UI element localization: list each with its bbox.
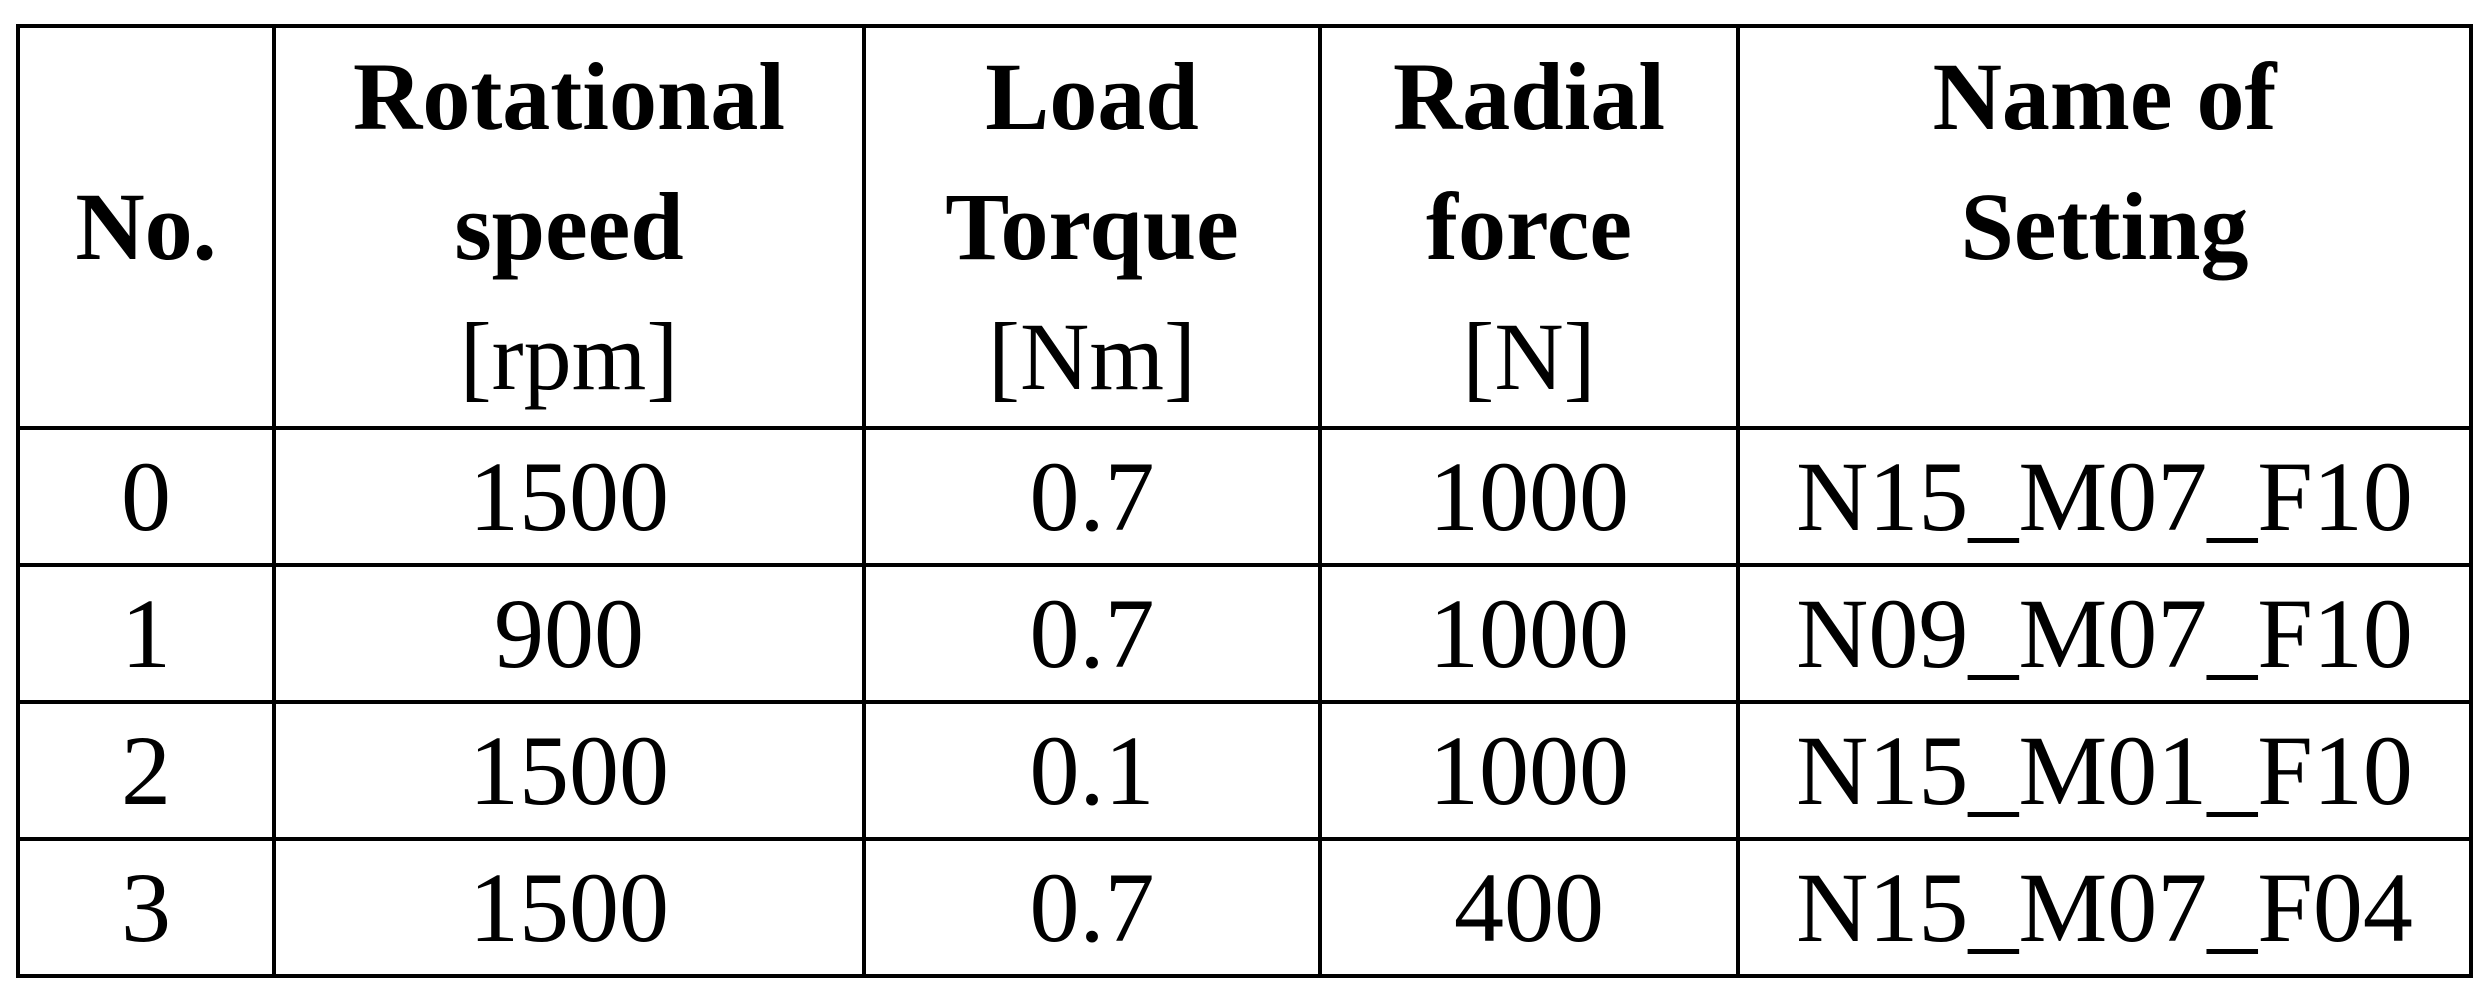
cell-force: 1000 <box>1318 563 1740 704</box>
cell-speed: 1500 <box>272 837 866 978</box>
header-force-unit: [N] <box>1462 303 1596 410</box>
cell-torque: 0.7 <box>862 837 1322 978</box>
cell-no: 1 <box>16 563 276 704</box>
cell-no: 2 <box>16 700 276 841</box>
table-row: 3 1500 0.7 400 N15_M07_F04 <box>16 837 2473 978</box>
cell-torque: 0.7 <box>862 563 1322 704</box>
cell-speed: 1500 <box>272 700 866 841</box>
cell-setting-name: N15_M07_F04 <box>1736 837 2473 978</box>
header-no-label: No. <box>75 173 217 280</box>
header-speed-unit: [rpm] <box>459 303 679 410</box>
table-header: No. Rotational speed [rpm] Load Torque [… <box>16 24 2473 430</box>
cell-setting-name: N15_M07_F10 <box>1736 426 2473 567</box>
header-torque-line2: Torque <box>945 173 1239 280</box>
header-name-line2: Setting <box>1960 173 2249 280</box>
cell-speed: 900 <box>272 563 866 704</box>
cell-no: 0 <box>16 426 276 567</box>
cell-force: 400 <box>1318 837 1740 978</box>
table-row: 0 1500 0.7 1000 N15_M07_F10 <box>16 426 2473 567</box>
cell-force: 1000 <box>1318 426 1740 567</box>
header-no: No. <box>16 24 276 430</box>
table-row: 1 900 0.7 1000 N09_M07_F10 <box>16 563 2473 704</box>
cell-no: 3 <box>16 837 276 978</box>
header-radial-force: Radial force [N] <box>1318 24 1740 430</box>
header-force-line2: force <box>1425 173 1633 280</box>
settings-table-container: No. Rotational speed [rpm] Load Torque [… <box>16 24 2473 978</box>
header-torque-line1: Load <box>985 43 1199 150</box>
cell-speed: 1500 <box>272 426 866 567</box>
cell-force: 1000 <box>1318 700 1740 841</box>
header-name-of-setting: Name of Setting <box>1736 24 2473 430</box>
header-load-torque: Load Torque [Nm] <box>862 24 1322 430</box>
operating-settings-table: No. Rotational speed [rpm] Load Torque [… <box>16 24 2473 978</box>
header-row: No. Rotational speed [rpm] Load Torque [… <box>16 24 2473 430</box>
cell-torque: 0.7 <box>862 426 1322 567</box>
header-force-line1: Radial <box>1392 43 1666 150</box>
header-torque-unit: [Nm] <box>988 303 1196 410</box>
table-row: 2 1500 0.1 1000 N15_M01_F10 <box>16 700 2473 841</box>
header-rotational-speed: Rotational speed [rpm] <box>272 24 866 430</box>
cell-torque: 0.1 <box>862 700 1322 841</box>
cell-setting-name: N15_M01_F10 <box>1736 700 2473 841</box>
header-name-line1: Name of <box>1932 43 2277 150</box>
table-body: 0 1500 0.7 1000 N15_M07_F10 1 900 0.7 10… <box>16 426 2473 978</box>
header-speed-line1: Rotational <box>353 43 785 150</box>
cell-setting-name: N09_M07_F10 <box>1736 563 2473 704</box>
header-speed-line2: speed <box>454 173 684 280</box>
